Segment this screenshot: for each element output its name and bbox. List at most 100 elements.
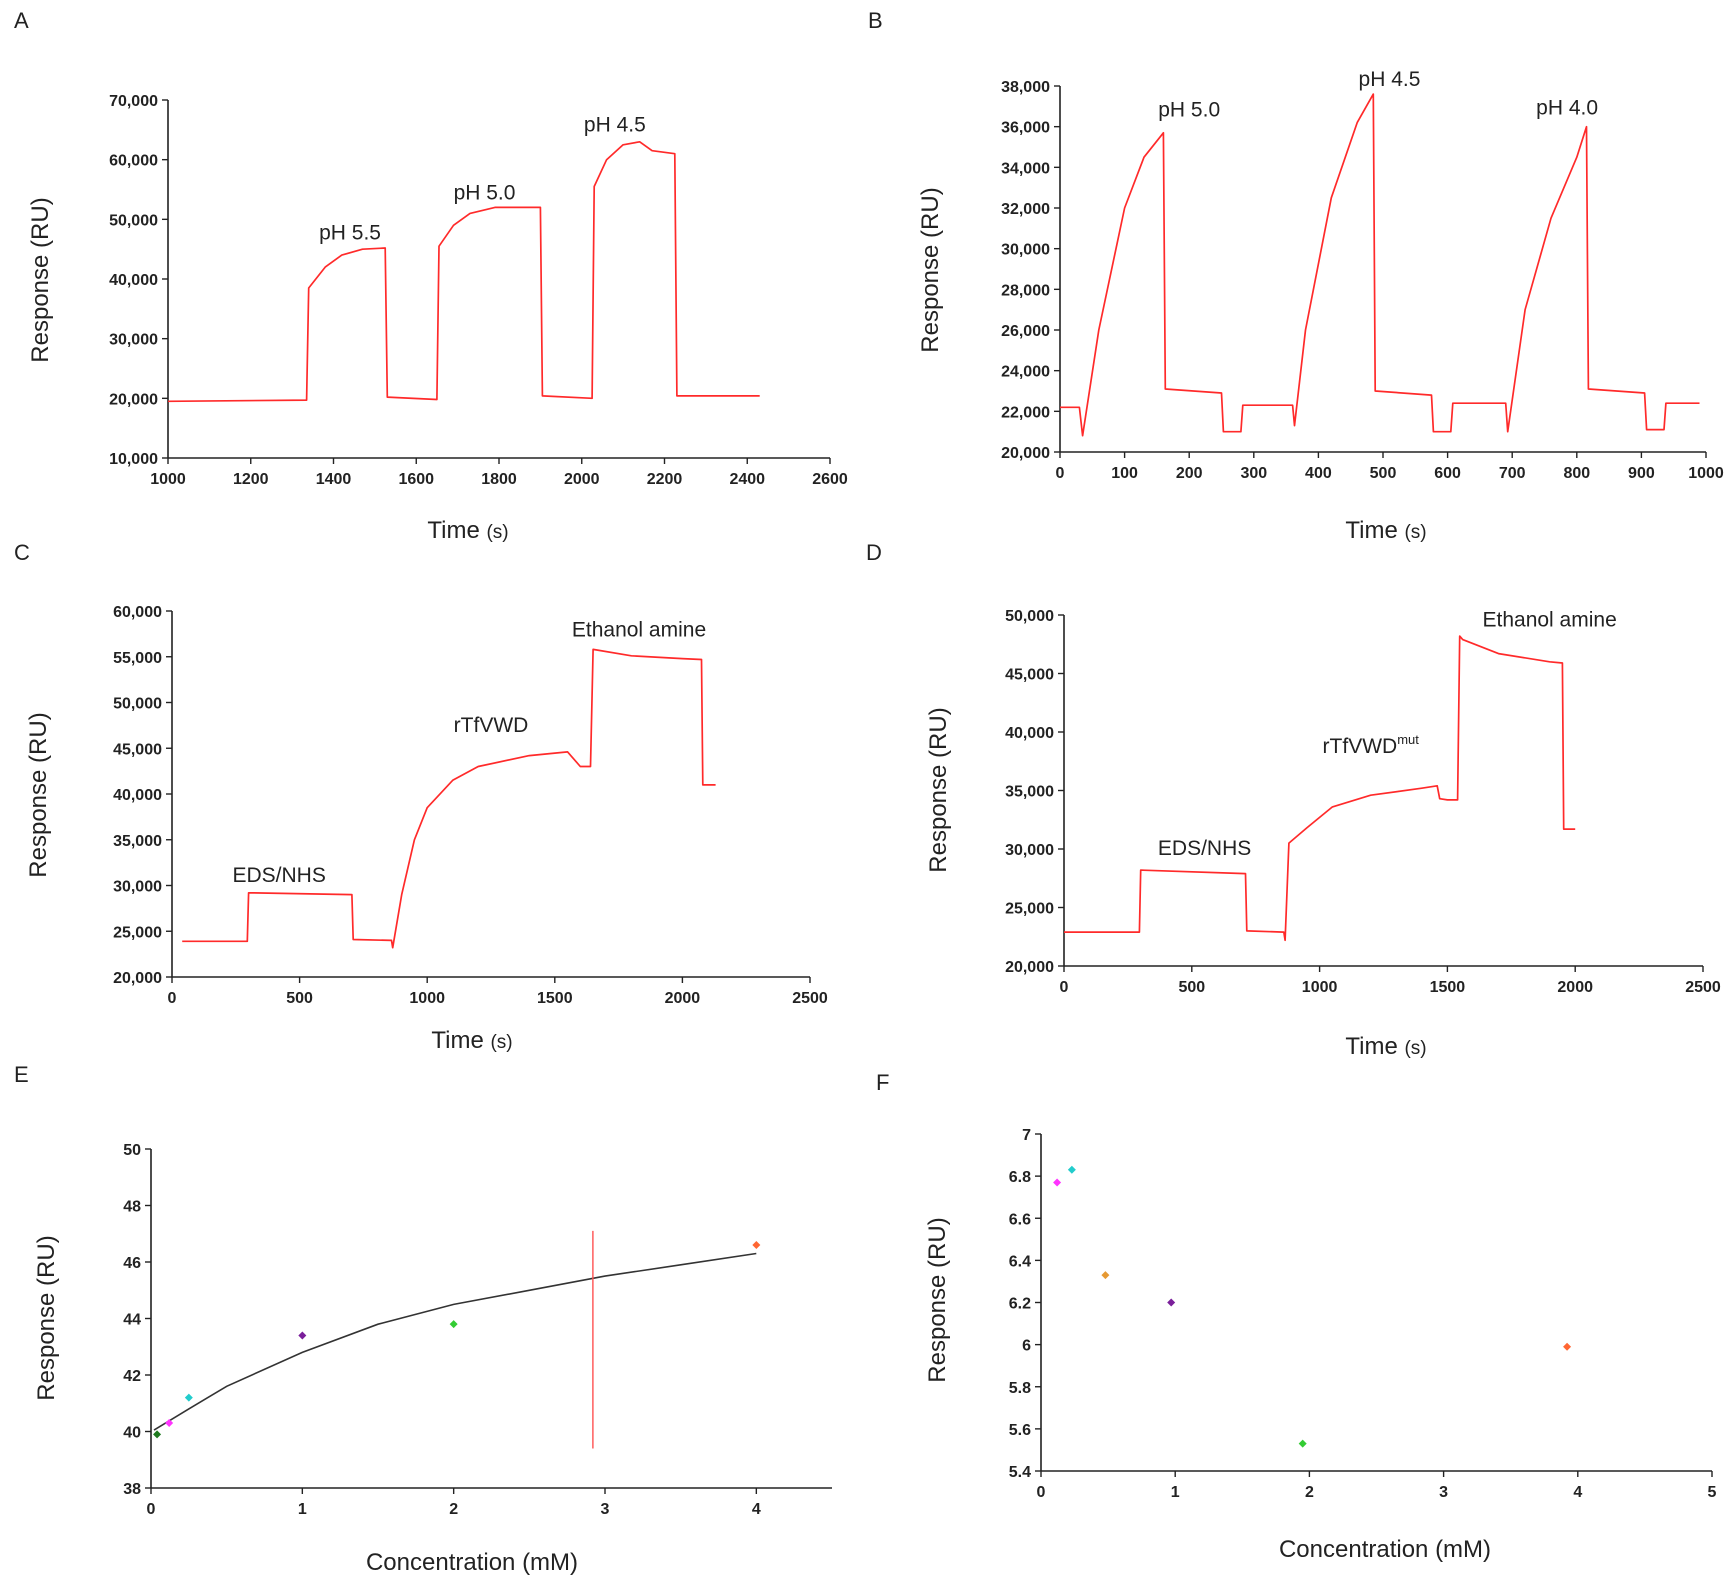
y-axis-title: Response (RU)	[924, 1217, 951, 1382]
y-tick-label: 55,000	[113, 650, 162, 667]
x-axis-title: Time (s)	[1345, 1033, 1426, 1060]
data-point	[184, 1393, 193, 1402]
panel-letter: A	[14, 8, 29, 33]
x-tick-label: 1	[298, 1501, 307, 1518]
x-tick-label: 700	[1499, 465, 1526, 482]
y-tick-label: 45,000	[1005, 667, 1054, 684]
panel-letter: B	[868, 8, 883, 33]
y-tick-label: 10,000	[109, 451, 158, 468]
x-tick-label: 900	[1628, 465, 1655, 482]
x-tick-label: 4	[752, 1501, 761, 1518]
x-tick-label: 1500	[537, 990, 573, 1007]
x-tick-label: 400	[1305, 465, 1332, 482]
y-tick-label: 70,000	[109, 93, 158, 110]
x-axis-title: Time (s)	[427, 517, 508, 544]
y-tick-label: 26,000	[1001, 323, 1050, 340]
sensorgram-trace	[1060, 93, 1700, 437]
x-tick-label: 4	[1573, 1484, 1582, 1501]
x-tick-label: 1	[1171, 1484, 1180, 1501]
data-point	[752, 1241, 761, 1250]
x-tick-label: 2500	[1685, 979, 1721, 996]
y-tick-label: 20,000	[1005, 959, 1054, 976]
y-tick-label: 32,000	[1001, 201, 1050, 218]
y-tick-label: 20,000	[109, 391, 158, 408]
trace-annotation: Ethanol amine	[1483, 609, 1617, 632]
y-tick-label: 5.8	[1009, 1380, 1031, 1397]
x-axis-title: Concentration (mM)	[1279, 1536, 1491, 1563]
y-tick-label: 5.6	[1009, 1422, 1031, 1439]
x-tick-label: 5	[1708, 1484, 1717, 1501]
data-point	[165, 1419, 174, 1428]
annotation-text: pH 4.0	[1536, 96, 1598, 119]
y-tick-label: 42	[123, 1368, 141, 1385]
annotation-text: pH 4.5	[584, 114, 646, 137]
x-tick-label: 3	[601, 1501, 610, 1518]
y-tick-label: 60,000	[109, 153, 158, 170]
y-tick-label: 6.4	[1009, 1253, 1031, 1270]
y-tick-label: 25,000	[113, 924, 162, 941]
y-tick-label: 28,000	[1001, 282, 1050, 299]
x-tick-label: 0	[168, 990, 177, 1007]
y-tick-label: 24,000	[1001, 364, 1050, 381]
data-point	[1167, 1298, 1176, 1307]
y-tick-label: 50,000	[109, 212, 158, 229]
x-tick-label: 200	[1176, 465, 1203, 482]
x-tick-label: 800	[1563, 465, 1590, 482]
x-axis-title-unit: (s)	[486, 522, 508, 543]
data-point	[298, 1331, 307, 1340]
x-tick-label: 2	[1305, 1484, 1314, 1501]
panel-letter: C	[14, 540, 30, 565]
data-point	[1101, 1271, 1110, 1280]
annotation-text: EDS/NHS	[1158, 837, 1251, 860]
y-tick-label: 38	[123, 1481, 141, 1498]
annotation-superscript: mut	[1397, 732, 1419, 747]
x-tick-label: 1800	[481, 471, 517, 488]
trace-annotation: rTfVWD	[454, 714, 529, 737]
x-axis-title: Time (s)	[1345, 517, 1426, 544]
data-point	[153, 1430, 162, 1439]
y-tick-label: 50,000	[1005, 608, 1054, 625]
y-tick-label: 40	[123, 1425, 141, 1442]
fit-curve	[153, 1252, 757, 1431]
y-tick-label: 6.2	[1009, 1296, 1031, 1313]
y-tick-label: 35,000	[113, 833, 162, 850]
sensorgram-trace	[1064, 635, 1576, 942]
y-tick-label: 30,000	[1005, 842, 1054, 859]
x-tick-label: 1000	[409, 990, 445, 1007]
trace-annotation: EDS/NHS	[233, 864, 326, 887]
panel-d: D 20,000 25,000 30,000 35,000 40,000 45,000 50,…	[866, 540, 1721, 1060]
y-tick-label: 20,000	[113, 970, 162, 987]
y-axis-title: Response (RU)	[925, 707, 952, 872]
annotation-text: Ethanol amine	[572, 619, 706, 642]
trace-annotation: rTfVWDmut	[1323, 732, 1420, 758]
x-tick-label: 0	[1056, 465, 1065, 482]
x-axis-title-text: Time	[431, 1027, 490, 1054]
x-tick-label: 1000	[150, 471, 186, 488]
y-tick-label: 6	[1022, 1338, 1031, 1355]
annotation-text: pH 4.5	[1359, 68, 1421, 91]
trace-annotation: pH 5.0	[1158, 99, 1220, 122]
y-tick-label: 60,000	[113, 604, 162, 621]
data-point	[449, 1320, 458, 1329]
x-axis-title: Concentration (mM)	[366, 1549, 578, 1576]
annotation-text: pH 5.0	[454, 182, 516, 205]
y-tick-label: 40,000	[113, 787, 162, 804]
y-tick-label: 30,000	[113, 879, 162, 896]
x-tick-label: 0	[147, 1501, 156, 1518]
x-tick-label: 100	[1111, 465, 1138, 482]
y-tick-label: 30,000	[109, 332, 158, 349]
annotation-text: pH 5.5	[319, 222, 381, 245]
x-tick-label: 1600	[398, 471, 434, 488]
y-tick-label: 25,000	[1005, 901, 1054, 918]
y-tick-label: 45,000	[113, 741, 162, 758]
y-tick-label: 50,000	[113, 696, 162, 713]
y-tick-label: 5.4	[1009, 1464, 1031, 1481]
x-tick-label: 2000	[1557, 979, 1593, 996]
x-tick-label: 2000	[564, 471, 600, 488]
sensorgram-trace	[167, 140, 760, 403]
y-tick-label: 36,000	[1001, 120, 1050, 137]
y-tick-label: 38,000	[1001, 79, 1050, 96]
trace-annotation: Ethanol amine	[572, 619, 706, 642]
panel-b: B 20,000 22,000 24,000 26,000 28,000 30,000 32,…	[868, 8, 1724, 544]
y-tick-label: 20,000	[1001, 445, 1050, 462]
